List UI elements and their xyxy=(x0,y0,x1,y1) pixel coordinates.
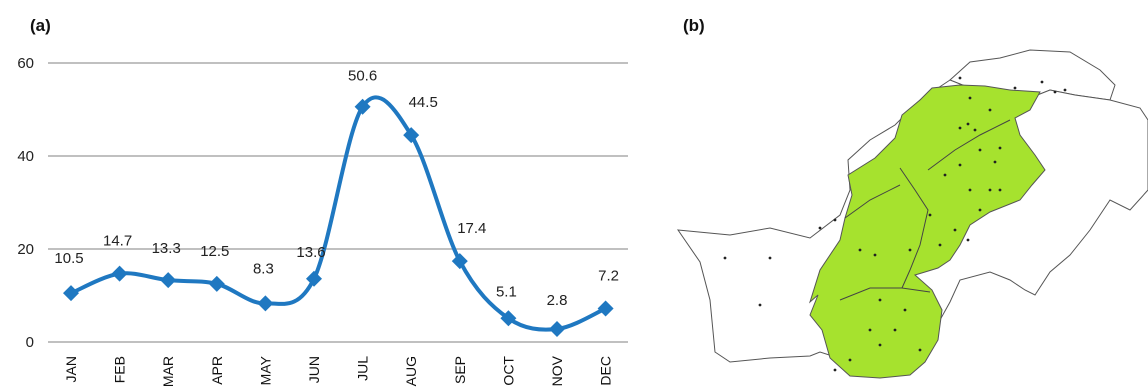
series-markers xyxy=(63,98,614,337)
x-tick-label: NOV xyxy=(549,355,565,386)
data-label: 8.3 xyxy=(253,260,274,277)
map-dot xyxy=(993,160,997,164)
data-point xyxy=(549,320,565,337)
map-dot xyxy=(978,208,982,212)
data-point xyxy=(354,98,371,115)
map-dot xyxy=(878,298,882,302)
map-dot xyxy=(958,163,962,167)
data-labels: 10.5 14.7 13.3 12.5 8.3 13.6 50.6 44.5 17.4 5.1 2.… xyxy=(54,68,619,309)
x-tick-label: JAN xyxy=(63,356,79,382)
map-dot xyxy=(918,348,922,352)
map-dot xyxy=(998,146,1002,150)
panel-label-b: (b) xyxy=(683,16,705,35)
x-axis-ticks: JAN FEB MAR APR MAY JUN JUL AUG SEP OCT NOV DEC xyxy=(63,355,614,387)
map-dot xyxy=(873,253,877,257)
map-dot xyxy=(1063,88,1067,92)
map-dot xyxy=(966,238,970,242)
map-dot xyxy=(908,248,912,252)
map-dot xyxy=(723,256,727,260)
map-internal-boundary xyxy=(899,167,929,289)
map-dot xyxy=(966,122,970,126)
map-dot xyxy=(868,328,872,332)
data-label: 12.5 xyxy=(200,243,229,260)
data-label: 2.8 xyxy=(547,292,568,309)
map-dot xyxy=(878,343,882,347)
map-dot xyxy=(833,218,837,222)
map-station-dots xyxy=(723,76,1067,372)
map-dot xyxy=(973,128,977,132)
data-label: 10.5 xyxy=(54,250,83,267)
data-point xyxy=(63,285,79,302)
y-tick-label: 40 xyxy=(17,148,34,165)
data-point xyxy=(160,272,177,289)
x-tick-label: MAR xyxy=(160,356,176,387)
map-dot xyxy=(978,148,982,152)
map-dot xyxy=(818,226,822,230)
map-dot xyxy=(953,228,957,232)
map-dot xyxy=(988,188,992,192)
map-internal-boundary xyxy=(927,119,1011,171)
chart-grid xyxy=(48,62,628,343)
map-dot xyxy=(893,328,897,332)
monthly-line-chart: 0 20 40 60 JAN FEB MAR APR MAY JUN JUL AUG SEP OCT NO… xyxy=(17,55,628,387)
region-map xyxy=(676,49,1148,379)
map-dot xyxy=(833,368,837,372)
map-dot xyxy=(768,256,772,260)
data-point xyxy=(403,127,420,144)
data-point xyxy=(451,253,468,270)
data-label: 14.7 xyxy=(103,233,132,250)
map-dot xyxy=(758,303,762,307)
x-tick-label: SEP xyxy=(452,356,468,384)
x-tick-label: JUN xyxy=(306,356,322,383)
map-dot xyxy=(968,96,972,100)
x-tick-label: DEC xyxy=(598,356,614,386)
map-dot xyxy=(938,243,942,247)
map-dot xyxy=(968,188,972,192)
series-line xyxy=(70,95,607,332)
data-point xyxy=(208,275,225,292)
panel-label-a: (a) xyxy=(30,16,51,35)
data-point xyxy=(597,300,614,317)
x-tick-label: AUG xyxy=(403,356,419,386)
map-dot xyxy=(903,308,907,312)
data-label: 50.6 xyxy=(348,68,377,85)
y-tick-label: 0 xyxy=(26,334,34,351)
y-tick-label: 20 xyxy=(17,241,34,258)
map-dot xyxy=(1040,80,1044,84)
x-tick-label: MAY xyxy=(257,355,273,385)
map-internal-boundary xyxy=(844,184,901,219)
y-axis-ticks: 0 20 40 60 xyxy=(17,55,34,351)
data-point xyxy=(500,310,517,327)
x-tick-label: APR xyxy=(209,356,225,385)
map-dot xyxy=(1013,86,1017,90)
map-dot xyxy=(998,188,1002,192)
data-label: 44.5 xyxy=(409,94,438,111)
x-tick-label: OCT xyxy=(500,356,516,386)
data-point xyxy=(111,265,128,282)
data-label: 5.1 xyxy=(496,283,517,300)
data-point xyxy=(306,270,322,287)
map-dot xyxy=(958,126,962,130)
map-dot xyxy=(928,213,932,217)
x-tick-label: FEB xyxy=(112,356,128,383)
y-tick-label: 60 xyxy=(17,55,34,72)
map-dot xyxy=(958,76,962,80)
map-highlighted-region xyxy=(808,84,1046,379)
data-label: 7.2 xyxy=(598,268,619,285)
map-dot xyxy=(858,248,862,252)
data-label: 13.6 xyxy=(296,244,325,261)
data-point xyxy=(257,295,274,312)
map-dot xyxy=(943,173,947,177)
map-internal-boundary xyxy=(839,287,931,301)
map-dot xyxy=(988,108,992,112)
map-dot xyxy=(1053,90,1057,94)
data-label: 13.3 xyxy=(152,240,181,257)
map-dot xyxy=(848,358,852,362)
data-label: 17.4 xyxy=(457,220,486,237)
x-tick-label: JUL xyxy=(355,356,371,381)
